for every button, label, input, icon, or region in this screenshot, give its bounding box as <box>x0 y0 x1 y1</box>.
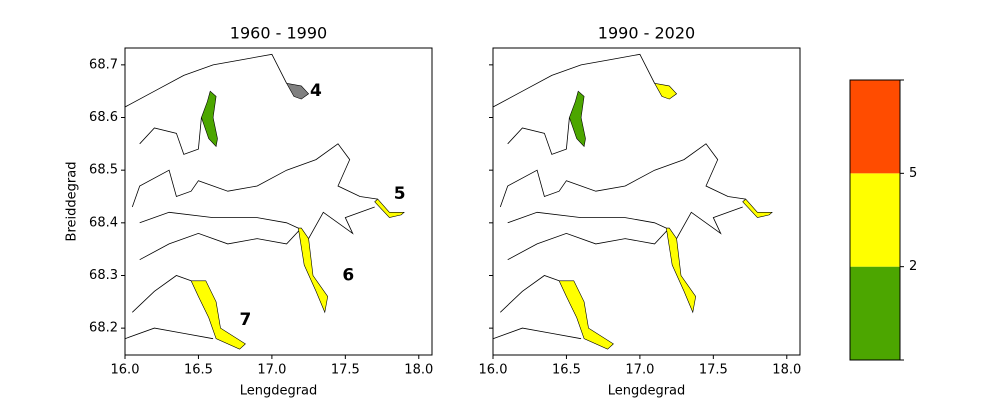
region <box>374 198 405 218</box>
colorbar-tick-label: 2 <box>909 259 917 274</box>
x-tick-label: 18.0 <box>772 363 801 378</box>
coastline <box>132 275 192 313</box>
region <box>286 82 310 100</box>
region <box>654 82 678 100</box>
panel-title: 1990 - 2020 <box>598 24 695 43</box>
region <box>665 227 697 314</box>
coastline <box>124 327 214 340</box>
y-tick-label: 68.2 <box>89 321 118 336</box>
region-label: 4 <box>310 81 322 101</box>
region <box>569 90 586 148</box>
coastline <box>308 206 375 239</box>
colorbar-band <box>850 80 900 174</box>
coastline <box>124 53 287 108</box>
y-tick-label: 68.5 <box>89 163 118 178</box>
coastline <box>139 211 299 229</box>
coastline <box>500 275 560 313</box>
region <box>297 227 329 314</box>
x-tick-label: 16.0 <box>479 363 508 378</box>
x-axis-label: Lengdegrad <box>608 384 686 399</box>
coastline <box>499 143 746 208</box>
coastline <box>507 211 667 229</box>
y-axis-label: Breiddegrad <box>65 162 80 242</box>
coastline <box>131 143 378 208</box>
coastline <box>492 327 582 340</box>
panel-title: 1960 - 1990 <box>230 24 327 43</box>
y-tick-label: 68.7 <box>89 57 118 72</box>
y-tick-label: 68.3 <box>89 268 118 283</box>
colorbar-band <box>850 173 900 267</box>
region-label: 5 <box>394 184 406 204</box>
plot-frame <box>124 47 433 356</box>
x-tick-label: 16.5 <box>184 363 213 378</box>
colorbar-tick-label: 5 <box>909 166 917 181</box>
coastline <box>507 227 670 261</box>
region-label: 7 <box>240 310 252 330</box>
coastline <box>492 53 655 108</box>
x-tick-label: 17.5 <box>331 363 360 378</box>
x-tick-label: 17.0 <box>257 363 286 378</box>
x-tick-label: 16.0 <box>111 363 140 378</box>
coastline <box>676 206 743 239</box>
x-tick-label: 17.0 <box>625 363 654 378</box>
plot-frame <box>492 47 801 356</box>
x-axis-label: Lengdegrad <box>240 384 318 399</box>
region <box>190 280 246 350</box>
region <box>742 198 773 218</box>
region <box>558 280 614 350</box>
coastline <box>139 227 302 261</box>
region <box>201 90 218 148</box>
coastline <box>507 117 570 155</box>
y-tick-label: 68.6 <box>89 110 118 125</box>
colorbar-frame <box>849 79 901 361</box>
region-label: 6 <box>342 265 354 285</box>
coastline <box>139 117 202 155</box>
colorbar-band <box>850 266 900 360</box>
x-tick-label: 18.0 <box>404 363 433 378</box>
x-tick-label: 17.5 <box>699 363 728 378</box>
x-tick-label: 16.5 <box>552 363 581 378</box>
y-tick-label: 68.4 <box>89 215 118 230</box>
